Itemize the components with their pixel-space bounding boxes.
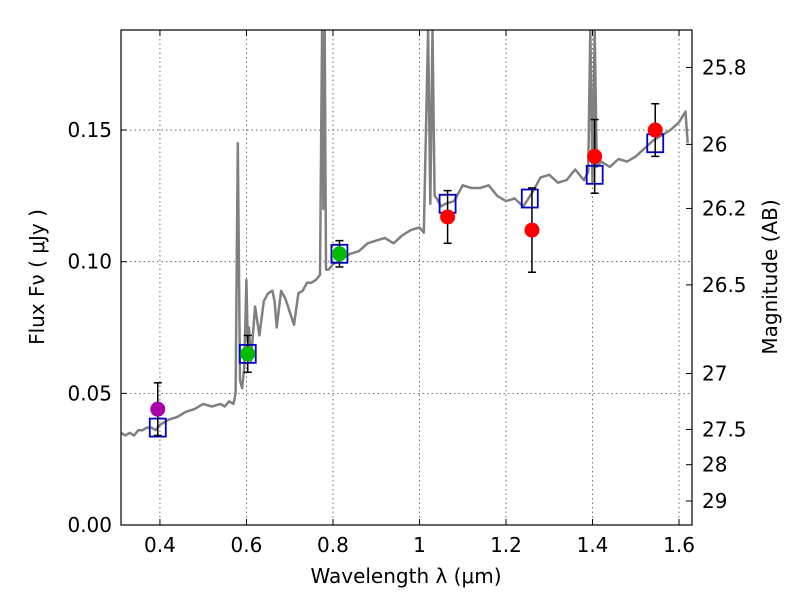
x-tick-label: 0.6 — [231, 533, 263, 557]
right-tick-label: 28 — [702, 453, 727, 477]
right-tick-label: 29 — [702, 489, 727, 513]
right-tick-label: 27.5 — [702, 417, 747, 441]
x-tick-label: 1 — [413, 533, 426, 557]
observed-point-jh — [587, 148, 603, 164]
observed-point-y — [440, 209, 456, 225]
observed-photometry-layer — [150, 102, 663, 437]
y-tick-label: 0.00 — [67, 513, 112, 537]
right-tick-label: 26 — [702, 132, 727, 156]
right-tick-label: 25.8 — [702, 55, 747, 79]
x-tick-label: 1.6 — [663, 533, 695, 557]
model-photometry-square — [520, 188, 539, 209]
observed-point-i — [331, 246, 347, 262]
y-axis-title: Flux Fν ( μJy ) — [25, 209, 49, 345]
sed-model-curve — [121, 30, 689, 437]
axis-ticks: 0.4 0.6 0.8 1 1.2 1.4 1.6 0.00 0.05 0.10 0.15 25.8 2… — [67, 30, 747, 557]
x-tick-label: 0.4 — [144, 533, 176, 557]
right-tick-label: 26.2 — [702, 196, 747, 220]
observed-point-h — [647, 122, 663, 138]
grid-lines — [121, 30, 692, 526]
right-tick-label: 27 — [702, 361, 727, 385]
x-tick-label: 0.8 — [317, 533, 349, 557]
x-tick-label: 1.2 — [490, 533, 522, 557]
y-tick-label: 0.10 — [67, 250, 112, 274]
y-tick-label: 0.05 — [67, 381, 112, 405]
sed-model-layer — [121, 30, 689, 437]
y-tick-label: 0.15 — [67, 118, 112, 142]
plot-frame — [120, 29, 693, 526]
model-photometry-layer — [148, 133, 665, 438]
observed-point-v — [240, 346, 256, 362]
right-tick-label: 26.5 — [702, 273, 747, 297]
x-tick-label: 1.4 — [577, 533, 609, 557]
x-axis-title: Wavelength λ (μm) — [310, 564, 501, 588]
plot-background — [121, 30, 692, 525]
right-axis-title: Magnitude (AB) — [758, 199, 782, 354]
observed-point-u — [150, 401, 166, 417]
observed-point-j — [524, 222, 540, 238]
